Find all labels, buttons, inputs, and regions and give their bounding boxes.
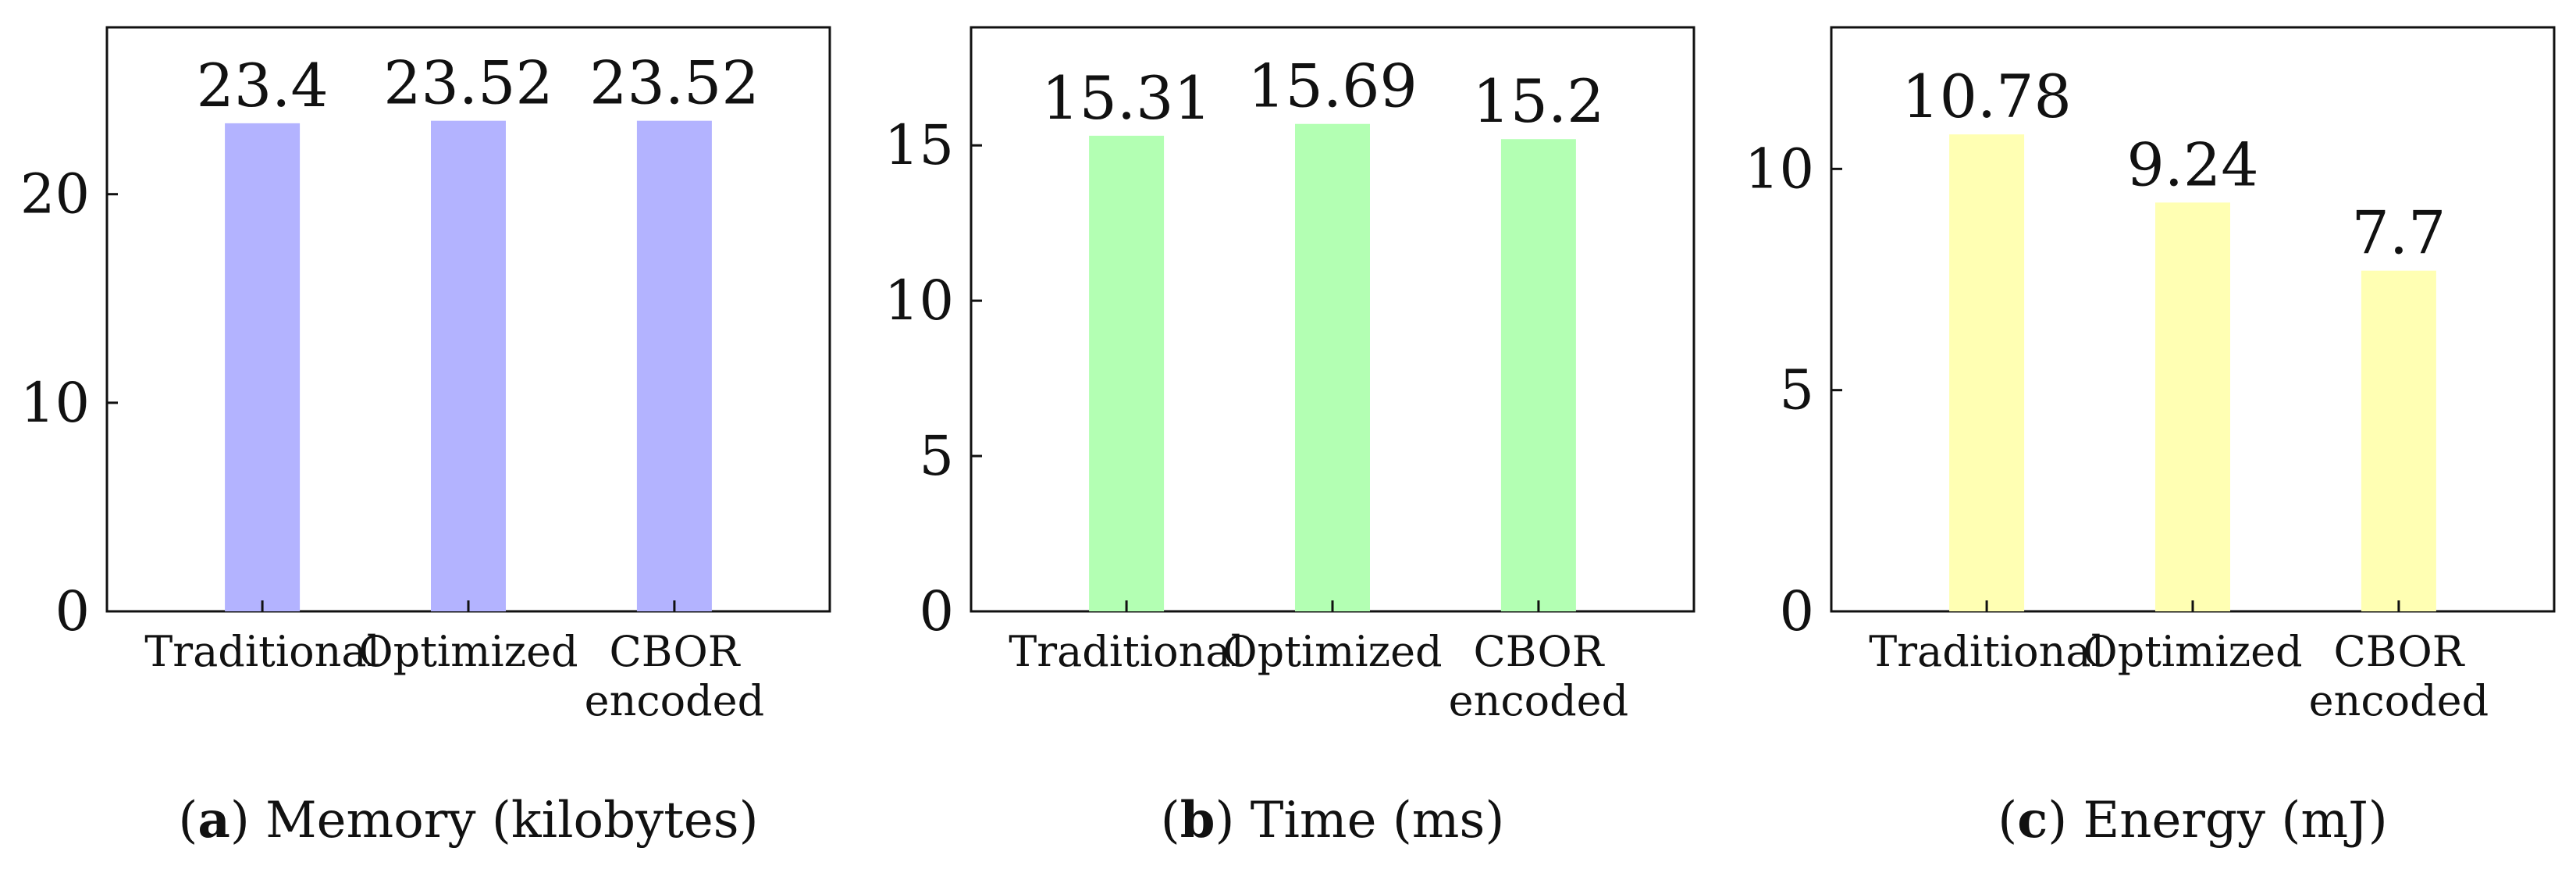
bar-value-label: 15.2 bbox=[1472, 66, 1604, 136]
bar bbox=[225, 123, 301, 611]
y-tick-label: 0 bbox=[919, 579, 954, 643]
x-category-label: CBOR bbox=[2333, 627, 2464, 676]
caption-letter: b bbox=[1180, 791, 1215, 849]
chart-panel-a: 0 10 20 23.4 Traditional 23.52 Optimized 23.52 C… bbox=[20, 26, 831, 849]
x-category-label: encoded bbox=[2309, 676, 2489, 725]
x-category-label: Optimized bbox=[358, 627, 578, 676]
bar bbox=[636, 120, 712, 611]
bar-value-label: 23.4 bbox=[196, 51, 328, 120]
bar bbox=[1295, 123, 1370, 612]
bar bbox=[1949, 134, 2025, 612]
x-category-label: CBOR bbox=[1473, 627, 1604, 676]
bar bbox=[2155, 202, 2230, 611]
bar-value-label: 15.31 bbox=[1041, 63, 1212, 133]
bar-value-label: 10.78 bbox=[1902, 62, 2072, 131]
y-tick-label: 10 bbox=[1745, 137, 1814, 201]
panel-caption: (b) Time (ms) bbox=[1161, 791, 1505, 849]
y-tick-label: 5 bbox=[919, 424, 954, 488]
x-category-label: Optimized bbox=[1222, 627, 1442, 676]
y-tick-label: 10 bbox=[20, 371, 90, 435]
caption-letter: a bbox=[197, 791, 229, 849]
y-tick-label: 10 bbox=[884, 269, 954, 333]
bar bbox=[2361, 270, 2436, 611]
y-tick-label: 0 bbox=[55, 579, 90, 643]
x-category-label: Optimized bbox=[2083, 627, 2302, 676]
bar-value-label: 23.52 bbox=[383, 48, 553, 118]
bar-value-label: 15.69 bbox=[1247, 52, 1418, 121]
x-category-label: Traditional bbox=[1009, 627, 1244, 676]
caption-letter: c bbox=[2017, 791, 2048, 849]
x-category-label: encoded bbox=[1449, 676, 1629, 725]
bar-value-label: 7.7 bbox=[2351, 198, 2446, 268]
bar-value-label: 23.52 bbox=[589, 48, 760, 118]
y-tick-label: 0 bbox=[1779, 579, 1814, 643]
x-category-label: Traditional bbox=[144, 627, 380, 676]
bar bbox=[431, 120, 506, 611]
y-tick-label: 5 bbox=[1779, 358, 1814, 422]
bar bbox=[1500, 139, 1576, 612]
bar bbox=[1089, 135, 1165, 612]
x-category-label: encoded bbox=[585, 676, 765, 725]
y-tick-label: 20 bbox=[20, 162, 90, 226]
x-category-label: CBOR bbox=[609, 627, 740, 676]
bar-value-label: 9.24 bbox=[2126, 130, 2258, 199]
panel-caption: (a) Memory (kilobytes) bbox=[178, 791, 758, 849]
y-tick-label: 15 bbox=[884, 113, 954, 177]
panel-caption: (c) Energy (mJ) bbox=[1998, 791, 2387, 849]
chart-panel-c: 0 5 10 10.78 Traditional 9.24 Optimized 7.7 CBOR… bbox=[1745, 26, 2556, 849]
chart-panel-b: 0 5 10 15 15.31 Traditional 15.69 Optimized 15.2… bbox=[884, 26, 1695, 849]
x-category-label: Traditional bbox=[1869, 627, 2105, 676]
